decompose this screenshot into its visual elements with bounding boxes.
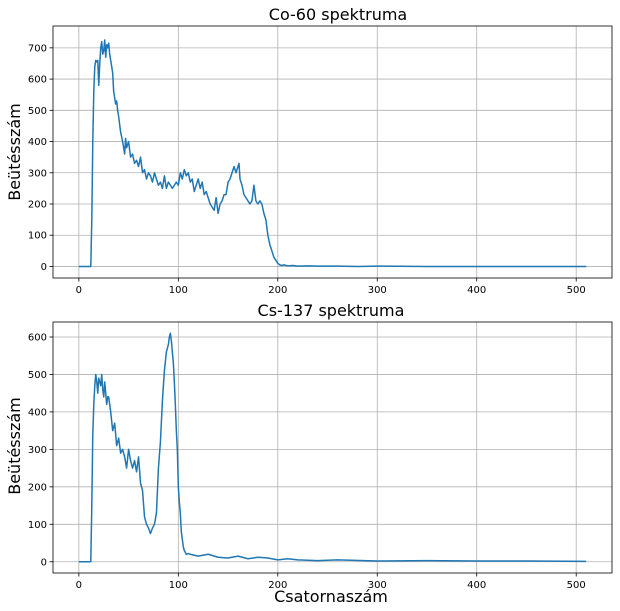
plot-frame: [52, 25, 613, 279]
y-tick-label: 200: [28, 199, 47, 210]
x-tick-label: 100: [169, 580, 188, 591]
y-tick-label: 400: [28, 137, 47, 148]
chart-co60: Co-60 spektruma 0 100 200 300 400 500 0 100 200 3…: [5, 5, 613, 296]
chart-title: Cs-137 spektruma: [258, 301, 405, 320]
x-axis-label: Csatornaszám: [274, 587, 388, 606]
x-tick-label: 400: [467, 285, 486, 296]
x-tick-label: 500: [567, 580, 586, 591]
plot-frame: [52, 321, 613, 574]
x-tick-label: 300: [368, 285, 387, 296]
grid: [53, 26, 612, 278]
x-tick-label: 200: [268, 285, 287, 296]
y-tick-label: 500: [28, 370, 47, 381]
x-tick-label: 200: [268, 580, 287, 591]
y-tick-label: 600: [28, 75, 47, 86]
chart-cs137: Cs-137 spektruma 0 100 200 300 400 500 0 100 200…: [5, 301, 613, 606]
y-axis-label: Beütésszám: [5, 397, 24, 495]
y-axis-label: Beütésszám: [5, 103, 24, 201]
ticks: 0 100 200 300 400 500 0 100 200 300 400 500 600: [28, 332, 586, 591]
y-tick-label: 600: [28, 332, 47, 343]
y-tick-label: 400: [28, 407, 47, 418]
y-tick-label: 0: [41, 262, 47, 273]
y-tick-label: 300: [28, 168, 47, 179]
y-tick-label: 100: [28, 520, 47, 531]
y-tick-label: 500: [28, 106, 47, 117]
y-tick-label: 0: [41, 557, 47, 568]
x-tick-label: 300: [368, 580, 387, 591]
chart-title: Co-60 spektruma: [269, 5, 407, 24]
y-tick-label: 700: [28, 43, 47, 54]
x-tick-label: 500: [567, 285, 586, 296]
series-line: [78, 332, 587, 563]
series-line: [78, 39, 587, 268]
y-tick-label: 200: [28, 482, 47, 493]
y-tick-label: 300: [28, 445, 47, 456]
x-tick-label: 400: [467, 580, 486, 591]
x-tick-label: 100: [169, 285, 188, 296]
x-tick-label: 0: [76, 285, 82, 296]
grid: [53, 322, 612, 573]
y-tick-label: 100: [28, 231, 47, 242]
ticks: 0 100 200 300 400 500 0 100 200 300 400 500 600 700: [28, 43, 586, 296]
x-tick-label: 0: [76, 580, 82, 591]
